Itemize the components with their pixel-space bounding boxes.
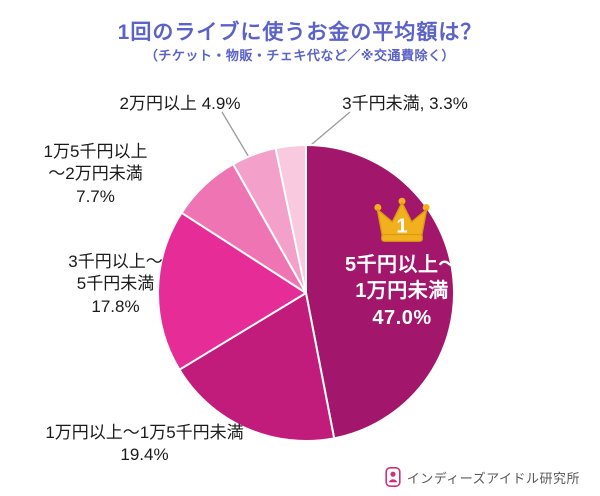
rank-number: 1	[396, 216, 407, 238]
label-over-20000yen: 2万円以上 4.9%	[119, 94, 241, 113]
label-3000-5000yen: 3千円以上～ 5千円未満 17.8%	[68, 252, 163, 316]
crown-rank-icon: 1	[374, 197, 430, 242]
idol-lab-logo-icon	[385, 467, 401, 487]
pie-chart	[157, 143, 455, 442]
brand-name: インディーズアイドル研究所	[406, 470, 580, 486]
label-under-3000yen: 3千円未満, 3.3%	[342, 94, 468, 113]
winner-slice-text: 5千円以上～ 1万円未満 47.0%	[344, 254, 460, 329]
label-15000-20000yen: 1万5千円以上 ～2万円未満 7.7%	[43, 142, 148, 206]
label-10000-15000yen: 1万円以上～1万5千円未満 19.4%	[45, 423, 244, 465]
pie-slice-5	[274, 143, 307, 294]
brand-footer: インディーズアイドル研究所	[385, 466, 580, 488]
chart-title: 1回のライブに使うお金の平均額は？	[117, 21, 483, 44]
pie-slice-2	[157, 211, 307, 371]
pie-slice-1	[178, 292, 336, 442]
chart-subtitle: （チケット・物販・チェキ代など／※交通費除く）	[144, 48, 456, 63]
winner-slice-label: 1 5千円以上～ 1万円未満 47.0%	[322, 196, 482, 331]
